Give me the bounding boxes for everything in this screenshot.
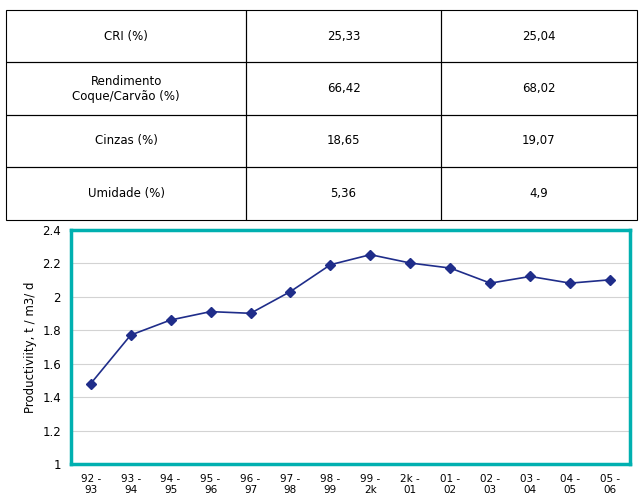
Text: CRI (%): CRI (%) (104, 29, 148, 43)
Text: 4,9: 4,9 (530, 187, 548, 200)
Text: Cinzas (%): Cinzas (%) (95, 134, 158, 148)
Y-axis label: Productiviity, t / m3/ d: Productiviity, t / m3/ d (24, 281, 37, 413)
Text: 19,07: 19,07 (522, 134, 556, 148)
Text: 25,33: 25,33 (327, 29, 360, 43)
Text: Umidade (%): Umidade (%) (87, 187, 165, 200)
Text: 5,36: 5,36 (331, 187, 357, 200)
Text: 66,42: 66,42 (327, 82, 361, 95)
Text: Rendimento
Coque/Carvão (%): Rendimento Coque/Carvão (%) (73, 74, 180, 103)
Text: 18,65: 18,65 (327, 134, 360, 148)
Text: 68,02: 68,02 (522, 82, 556, 95)
Text: 25,04: 25,04 (522, 29, 556, 43)
